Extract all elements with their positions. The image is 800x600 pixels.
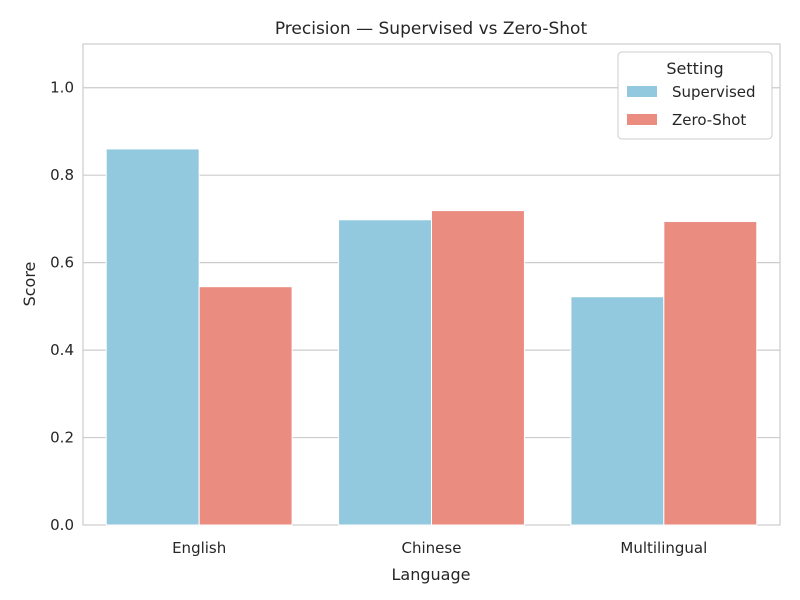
bar-zero-shot-chinese: [431, 210, 525, 526]
x-tick-label-multilingual: Multilingual: [620, 539, 707, 557]
y-tick-label: 1.0: [50, 79, 74, 97]
y-axis-ticks: 0.0 0.2 0.4 0.6 0.8 1.0: [50, 79, 74, 534]
bar-supervised-multilingual: [570, 296, 665, 526]
legend-swatch-supervised: [627, 86, 657, 97]
x-tick-label-english: English: [172, 539, 226, 557]
legend: Setting Supervised Zero-Shot: [617, 51, 773, 140]
bar-zero-shot-multilingual: [663, 221, 758, 526]
y-tick-label: 0.0: [50, 516, 74, 534]
y-tick-label: 0.8: [50, 166, 74, 184]
bars: [105, 148, 758, 526]
x-axis-ticks: English Chinese Multilingual: [172, 539, 707, 557]
y-tick-label: 0.4: [50, 341, 74, 359]
bar-zero-shot-english: [198, 286, 293, 526]
y-tick-label: 0.2: [50, 429, 74, 447]
y-tick-label: 0.6: [50, 254, 74, 272]
bar-supervised-english: [105, 148, 200, 526]
y-axis-label: Score: [20, 262, 39, 307]
legend-title: Setting: [666, 59, 723, 78]
x-axis-label: Language: [392, 565, 471, 584]
x-tick-label-chinese: Chinese: [402, 539, 462, 557]
legend-swatch-zero-shot: [627, 114, 657, 125]
bar-supervised-chinese: [338, 219, 433, 526]
legend-label-zero-shot: Zero-Shot: [672, 111, 746, 129]
chart-title: Precision — Supervised vs Zero-Shot: [275, 19, 588, 39]
legend-label-supervised: Supervised: [672, 83, 756, 101]
